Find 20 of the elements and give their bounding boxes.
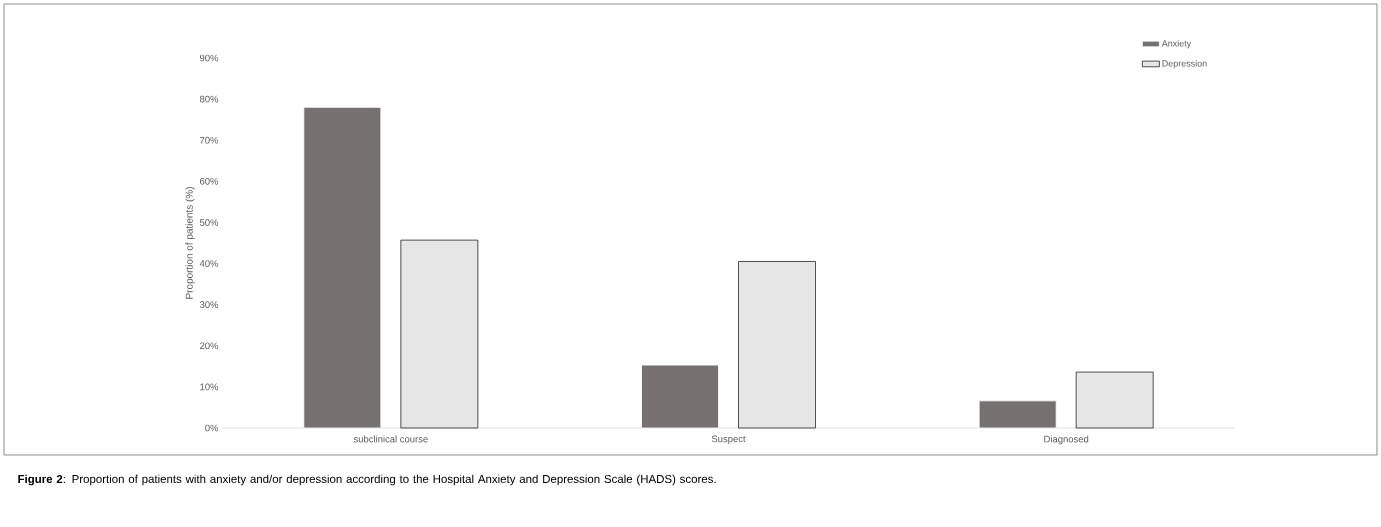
y-tick-label: 50% [199, 219, 219, 226]
y-tick-label: 80% [199, 95, 219, 103]
bar [303, 106, 382, 429]
x-tick-label: Suspect [711, 435, 746, 445]
y-tick-label: 0% [205, 424, 219, 432]
y-tick-label: 30% [199, 301, 219, 309]
x-tick-label: subclinical course [353, 435, 428, 443]
y-tick-label: 60% [200, 177, 219, 185]
text: Figure 2: Proportion of patients with anxiety and/or depression according to the Hospital Anxiety and Depression Scale (HADS) scores. [18, 474, 716, 486]
y-tick-label: 70% [200, 136, 219, 144]
y-tick-label: 20% [200, 342, 219, 350]
y-tick-label: 10% [200, 383, 219, 391]
bar [641, 364, 719, 429]
y-tick-label: 40% [199, 260, 219, 267]
legend-label: Anxiety [1161, 39, 1192, 49]
y-tick-label: 90% [199, 54, 219, 62]
y-axis-title: Proportion of patients (%) [185, 187, 195, 299]
bar [978, 400, 1057, 429]
legend-label: Depression [1162, 59, 1207, 69]
x-tick-label: Diagnosed [1044, 435, 1089, 445]
